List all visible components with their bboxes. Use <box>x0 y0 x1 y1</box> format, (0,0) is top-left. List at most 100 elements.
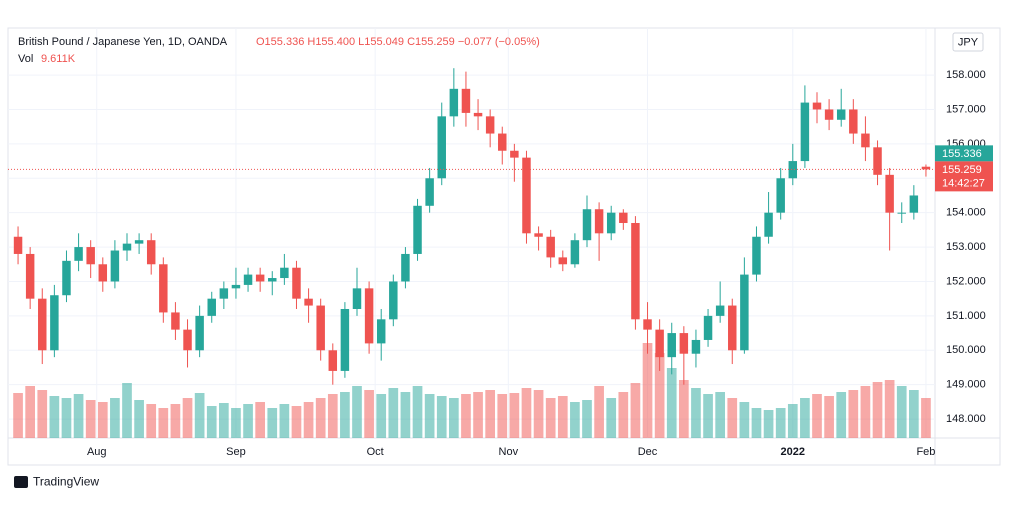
candle-body <box>655 329 664 358</box>
volume-bar <box>352 386 362 438</box>
candle-body <box>146 240 156 265</box>
volume-bar <box>642 343 653 438</box>
y-tick-label: 158.000 <box>946 69 986 81</box>
volume-bar <box>61 398 72 438</box>
candle-body <box>812 102 822 110</box>
x-tick-label: Nov <box>499 446 519 458</box>
volume-bar <box>896 386 907 438</box>
volume-bar <box>13 393 23 438</box>
candle-body <box>364 288 374 344</box>
candle-body <box>195 315 204 351</box>
candle-body <box>292 267 301 299</box>
candle-body <box>461 88 471 113</box>
candle-body <box>171 312 180 330</box>
volume-bars <box>13 343 931 438</box>
candle-body <box>776 178 785 213</box>
footer: TradingView <box>33 475 99 489</box>
candle-body <box>401 253 410 282</box>
volume-bar <box>255 402 265 438</box>
candle-body <box>691 339 701 354</box>
x-tick-label: Dec <box>638 446 658 458</box>
y-tick-label: 151.000 <box>946 310 986 322</box>
volume-bar <box>872 382 883 438</box>
candle-body <box>207 298 216 316</box>
volume-bar <box>666 368 677 438</box>
candle-body <box>473 112 483 117</box>
candle-body <box>268 278 277 282</box>
candle-body <box>510 150 519 158</box>
candle-body <box>437 116 446 179</box>
volume-bar <box>824 396 834 438</box>
volume-bar <box>231 408 241 438</box>
x-tick-label: Aug <box>87 446 107 458</box>
ohlc-text: O155.336 H155.400 L155.049 C155.259 −0.0… <box>256 36 540 48</box>
candle-body <box>62 260 71 296</box>
volume-bar <box>654 353 665 438</box>
axes: 158.000157.000156.000155.000154.000153.0… <box>8 69 993 458</box>
y-tick-label: 152.000 <box>946 275 986 287</box>
candle-body <box>643 319 652 330</box>
candle-body <box>316 305 325 351</box>
candle-body <box>122 243 132 251</box>
candle-body <box>134 240 144 244</box>
volume-bar <box>606 398 617 438</box>
candle-body <box>522 157 531 234</box>
volume-bar <box>25 386 35 438</box>
candles <box>13 68 931 385</box>
candle-body <box>909 195 919 213</box>
currency[interactable]: JPY <box>958 36 979 48</box>
volume-bar <box>170 404 181 438</box>
candle-body <box>498 133 507 151</box>
candle-body <box>824 109 834 120</box>
close-price-box <box>935 161 993 192</box>
volume-bar <box>243 404 253 438</box>
candle-body <box>921 166 931 170</box>
volume-bar <box>73 394 84 438</box>
candle-body <box>631 222 640 320</box>
y-tick-label: 157.000 <box>946 103 986 115</box>
volume-bar <box>545 398 556 438</box>
candle-body <box>728 305 737 351</box>
y-tick-label: 153.000 <box>946 241 986 253</box>
volume-bar <box>400 392 411 438</box>
volume-bar <box>327 394 338 438</box>
candle-body <box>715 305 725 316</box>
volume-bar <box>618 392 629 438</box>
volume-bar <box>449 398 459 438</box>
volume-bar <box>364 390 374 438</box>
volume-bar <box>134 400 144 438</box>
volume-bar <box>206 406 217 438</box>
candle-body <box>328 350 338 371</box>
volume-bar <box>436 396 447 438</box>
volume-bar <box>340 392 350 438</box>
volume-bar <box>49 396 60 438</box>
volume-bar <box>533 390 544 438</box>
x-tick-label: Sep <box>226 446 246 458</box>
volume-bar <box>315 398 326 438</box>
open-price-box <box>935 145 993 162</box>
candle-body <box>352 288 362 309</box>
logo <box>14 476 28 488</box>
volume-bar <box>884 380 895 438</box>
frame <box>7 27 1001 466</box>
candle-body <box>449 88 459 117</box>
candle-body <box>231 284 241 289</box>
volume-bar <box>497 394 508 438</box>
volume-bar <box>800 398 810 438</box>
candle-body <box>304 298 313 306</box>
volume-bar <box>461 394 471 438</box>
x-tick-label: Oct <box>367 446 384 458</box>
volume-bar <box>703 394 713 438</box>
candle-body <box>219 288 229 299</box>
volume-bar <box>521 388 532 438</box>
candle-body <box>606 212 616 234</box>
candle-body <box>280 267 289 279</box>
candle-body <box>159 264 168 313</box>
currency-box[interactable] <box>952 32 984 52</box>
candle-body <box>389 281 398 320</box>
candle-body <box>582 209 592 241</box>
grid <box>8 28 935 438</box>
candle-body <box>255 274 265 282</box>
volume-bar <box>303 402 314 438</box>
